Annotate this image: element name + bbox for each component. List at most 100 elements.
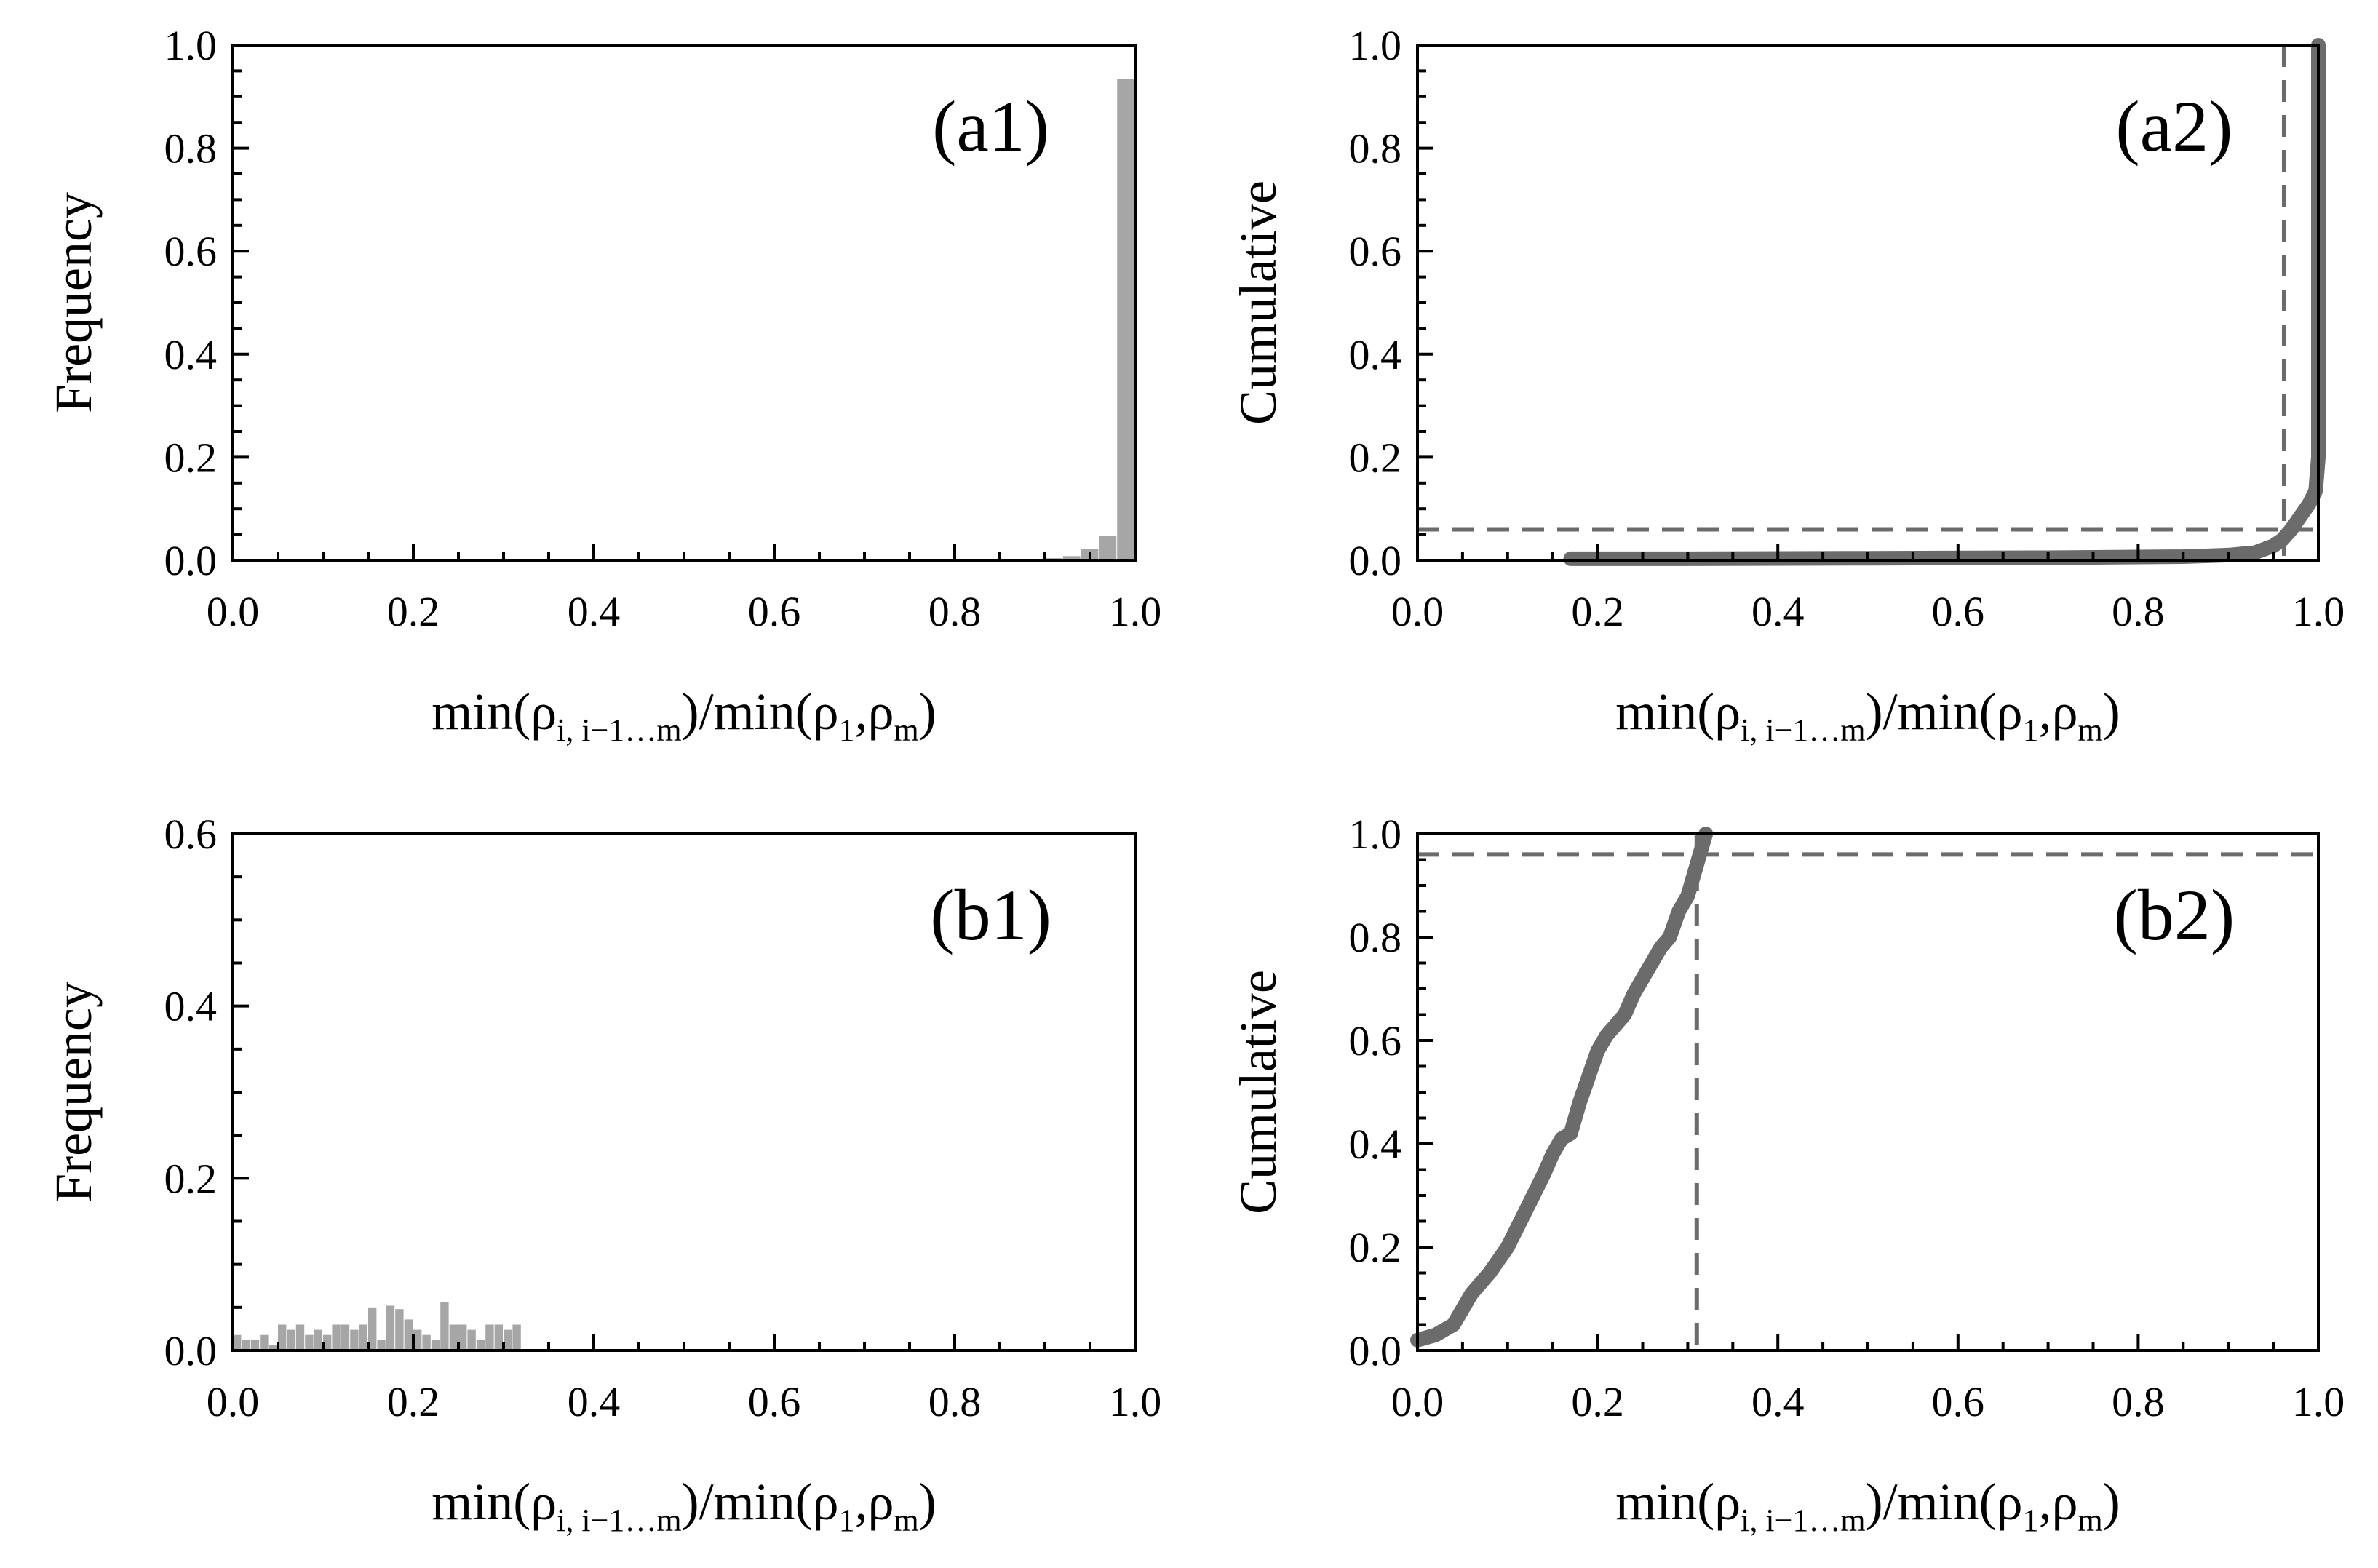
y-axis-label: Cumulative [1229, 180, 1287, 425]
histogram-bar [269, 1345, 277, 1350]
x-axis-label-subscript: 1 [2023, 712, 2039, 748]
y-tick-label: 0.4 [164, 331, 218, 378]
x-tick-label: 1.0 [2292, 1378, 2345, 1425]
x-axis-label-part: )/min(ρ [1866, 1473, 2023, 1531]
histogram-bar [413, 1329, 422, 1350]
histogram-bar [431, 1340, 440, 1350]
histogram-bar [476, 1340, 485, 1350]
histogram-bar [467, 1329, 476, 1350]
histogram-bar [250, 1340, 260, 1350]
x-axis-label-part: ) [919, 1473, 937, 1531]
y-tick-label: 0.0 [164, 1327, 218, 1374]
x-axis-label-subscript: 1 [839, 712, 855, 748]
x-axis-label-part: ) [919, 682, 937, 741]
x-tick-label: 0.2 [387, 588, 440, 635]
y-tick-label: 0.8 [164, 125, 218, 172]
x-axis-label-part: ) [2103, 682, 2120, 741]
panel-tag: (a2) [2115, 86, 2232, 167]
x-tick-label: 0.8 [2112, 588, 2165, 635]
histogram-bar [404, 1319, 413, 1350]
x-axis-label-part: min(ρ [432, 1473, 557, 1531]
histogram-bar [260, 1334, 269, 1350]
panel-tag: (a1) [932, 86, 1049, 167]
panel-tag: (b1) [930, 875, 1051, 955]
x-axis-label-part: )/min(ρ [682, 1473, 839, 1531]
x-axis-label-part: min(ρ [1615, 1473, 1741, 1531]
histogram-bar [377, 1340, 386, 1350]
x-tick-label: 0.8 [928, 1378, 982, 1425]
histogram-bar [350, 1329, 359, 1350]
x-axis-label-subscript: m [2078, 1503, 2103, 1538]
x-axis-label-part: ,ρ [855, 682, 894, 741]
x-tick-label: 0.0 [207, 1378, 260, 1425]
y-tick-label: 0.8 [1349, 914, 1402, 961]
x-axis-label-part: )/min(ρ [682, 682, 839, 741]
cumulative-curve [1563, 38, 2326, 566]
x-tick-label: 0.6 [748, 1378, 801, 1425]
histogram-bar [305, 1334, 314, 1350]
panel-b1: 0.0 0.2 0.4 0.6 0.8 1.0 0.0 0.2 0.4 0.6 (b1) Freque… [44, 811, 1161, 1538]
x-axis-label-subscript: i, i−1…m [1741, 712, 1866, 748]
histogram-bar [332, 1324, 341, 1350]
histogram-bar [341, 1324, 350, 1350]
y-axis-label: Cumulative [1229, 970, 1287, 1214]
x-tick-label: 1.0 [1109, 588, 1162, 635]
x-axis-label-part: ,ρ [2039, 682, 2078, 741]
histogram-bar [504, 1329, 512, 1350]
x-tick-label: 1.0 [1109, 1378, 1162, 1425]
histogram-bar [368, 1307, 377, 1350]
y-tick-label: 0.0 [1349, 537, 1402, 584]
x-axis-label-subscript: i, i−1…m [557, 712, 682, 748]
x-tick-label: 0.8 [928, 588, 982, 635]
histogram-bar [512, 1324, 521, 1350]
histogram-bar [494, 1324, 503, 1350]
x-axis-label: min(ρi, i−1…m)/min(ρ1,ρm) [1615, 1473, 2120, 1538]
x-tick-label: 0.0 [1391, 1378, 1444, 1425]
x-tick-label: 0.6 [1932, 588, 1985, 635]
y-tick-label: 1.0 [164, 22, 218, 69]
histogram-bar [295, 1324, 305, 1350]
y-tick-label: 0.6 [164, 811, 218, 858]
y-tick-label: 0.6 [164, 228, 218, 275]
histogram-bar [323, 1334, 332, 1350]
histogram-bar [314, 1329, 322, 1350]
x-axis-label-subscript: i, i−1…m [1741, 1503, 1866, 1538]
y-tick-label: 0.4 [1349, 331, 1402, 378]
histogram-bar [458, 1324, 467, 1350]
y-tick-label: 0.2 [1349, 1224, 1402, 1271]
cumulative-curve [1410, 827, 1714, 1348]
x-tick-label: 0.4 [568, 1378, 621, 1425]
y-tick-label: 0.6 [1349, 228, 1402, 275]
histogram-bar [359, 1324, 367, 1350]
x-axis-label-subscript: m [894, 1503, 919, 1538]
histogram-bar [386, 1305, 395, 1350]
histogram-bar [233, 1334, 242, 1350]
histogram-bar [1062, 556, 1081, 560]
histogram-bar [449, 1324, 458, 1350]
histogram-bar [395, 1309, 404, 1350]
y-tick-label: 0.8 [1349, 125, 1402, 172]
y-axis-label: Frequency [44, 982, 103, 1203]
y-axis-label: Frequency [44, 192, 103, 413]
y-tick-label: 1.0 [1349, 22, 1402, 69]
panel-b2: 0.0 0.2 0.4 0.6 0.8 1.0 0.0 0.2 0.4 0.6 0.8 1.0 (b2)… [1229, 811, 2345, 1538]
histogram-bar [287, 1329, 295, 1350]
panel-a2: 0.0 0.2 0.4 0.6 0.8 1.0 0.0 0.2 0.4 0.6 0.8 1.0 (a2)… [1229, 22, 2345, 748]
x-tick-label: 0.2 [387, 1378, 440, 1425]
histogram-bar [1117, 79, 1134, 560]
x-axis-label: min(ρi, i−1…m)/min(ρ1,ρm) [432, 682, 936, 748]
x-tick-label: 0.2 [1571, 1378, 1624, 1425]
panel-a1: 0.0 0.2 0.4 0.6 0.8 1.0 0.0 0.2 0.4 0.6 0.8 1.0 (a1)… [44, 22, 1161, 748]
x-tick-label: 0.4 [1751, 588, 1805, 635]
x-tick-label: 0.0 [1391, 588, 1444, 635]
y-tick-label: 1.0 [1349, 811, 1402, 858]
x-axis-label-part: ,ρ [2039, 1473, 2078, 1531]
x-axis-label-subscript: 1 [2023, 1503, 2039, 1538]
x-axis-label-subscript: m [2078, 712, 2103, 748]
y-tick-label: 0.2 [164, 434, 218, 481]
x-tick-label: 0.2 [1571, 588, 1624, 635]
y-tick-label: 0.0 [164, 537, 218, 584]
y-tick-label: 0.2 [164, 1155, 218, 1202]
histogram-bar [242, 1340, 250, 1350]
